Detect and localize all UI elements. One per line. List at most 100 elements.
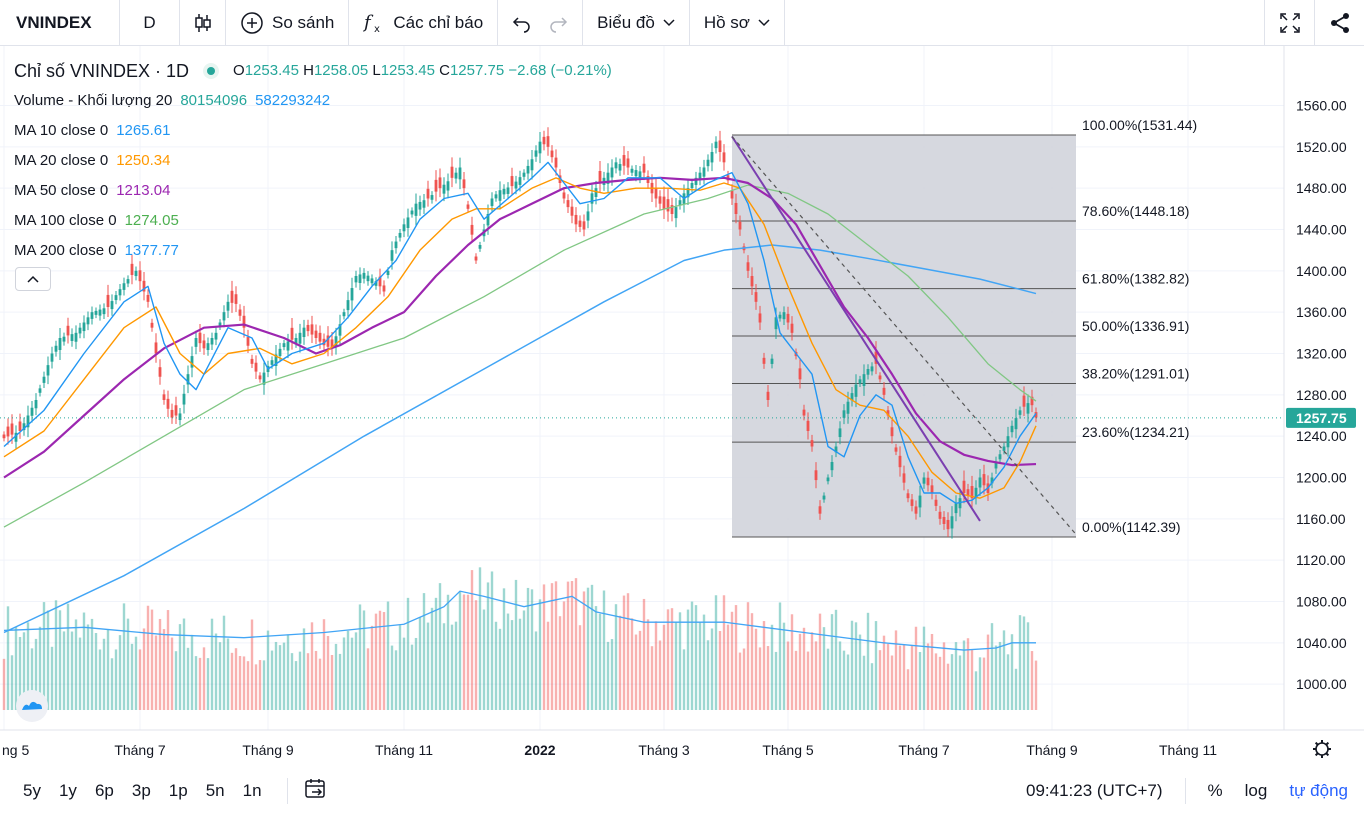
volume-bar: [850, 620, 854, 710]
candle-body: [330, 339, 334, 349]
candle-body: [106, 294, 110, 307]
volume-bar: [794, 650, 798, 710]
legend-volume[interactable]: Volume - Khối lượng 20 80154096 58229324…: [14, 86, 612, 116]
price-tick-label: 1360.00: [1296, 304, 1347, 320]
volume-bar: [1018, 615, 1022, 710]
candle-body: [854, 384, 858, 397]
candle-body: [1030, 396, 1034, 406]
volume-bar: [414, 637, 418, 710]
calendar-arrow-icon: [304, 778, 328, 805]
volume-bar: [322, 619, 326, 710]
range-5d-button[interactable]: 5n: [205, 781, 225, 800]
chart-style-button[interactable]: [180, 0, 226, 45]
legend-collapse-button[interactable]: [15, 267, 51, 291]
range-5y-button[interactable]: 5y: [23, 781, 41, 800]
market-status-dot[interactable]: [203, 63, 220, 79]
volume-bar: [690, 601, 694, 710]
volume-bar: [914, 626, 918, 710]
redo-icon[interactable]: [548, 13, 568, 33]
volume-bar: [702, 614, 706, 710]
undo-icon[interactable]: [512, 13, 532, 33]
volume-bar: [818, 613, 822, 710]
volume-bar: [782, 622, 786, 710]
price-chart[interactable]: 100.00%(1531.44) 78.60%(1448.18) 61.80%(13…: [0, 46, 1364, 766]
volume-bar: [602, 590, 606, 710]
range-buttons: 5y 1y 6p 3p 1p 5n 1n: [0, 781, 271, 801]
volume-bar: [422, 593, 426, 710]
percent-scale-button[interactable]: %: [1207, 781, 1223, 800]
chevron-down-icon: [663, 18, 675, 27]
symbol-search-button[interactable]: VNINDEX: [0, 0, 120, 45]
profile-menu-button[interactable]: Hồ sơ: [690, 0, 785, 45]
ma200-line: [3, 244, 1037, 634]
volume-bar: [418, 617, 422, 710]
candle-body: [798, 368, 802, 380]
volume-bar: [554, 581, 558, 710]
volume-bar: [350, 637, 354, 710]
legend-ma20[interactable]: MA 20 close 0 1250.34: [14, 146, 612, 176]
auto-scale-button[interactable]: tự động: [1289, 781, 1348, 800]
share-button[interactable]: [1314, 0, 1364, 46]
volume-bar: [182, 618, 186, 710]
candle-body: [230, 290, 234, 303]
legend-ma200[interactable]: MA 200 close 0 1377.77: [14, 236, 612, 266]
volume-bar: [194, 656, 198, 710]
volume-bar: [366, 648, 370, 710]
volume-bar: [430, 607, 434, 710]
chart-menu-label: Biểu đồ: [597, 12, 655, 32]
goto-date-button[interactable]: [304, 778, 328, 805]
volume-bar: [622, 595, 626, 710]
volume-bar: [1030, 651, 1034, 710]
fullscreen-button[interactable]: [1264, 0, 1314, 46]
compare-button[interactable]: So sánh: [226, 0, 350, 45]
candle-body: [358, 274, 362, 283]
volume-bar: [14, 626, 18, 710]
log-scale-button[interactable]: log: [1244, 781, 1268, 800]
candle-body: [450, 166, 454, 178]
volume-bar: [926, 643, 930, 710]
candle-body: [402, 224, 406, 232]
volume-bar: [426, 622, 430, 710]
legend-ma10[interactable]: MA 10 close 0 1265.61: [14, 116, 612, 146]
volume-bar: [394, 650, 398, 710]
candle-body: [846, 401, 850, 414]
volume-bar: [514, 579, 518, 710]
legend-main-series[interactable]: Chỉ số VNINDEX · 1D O1253.45 H1258.05 L1…: [14, 56, 612, 86]
legend-ma50[interactable]: MA 50 close 0 1213.04: [14, 176, 612, 206]
volume-bar: [166, 610, 170, 710]
candle-body: [278, 348, 282, 357]
candle-body: [826, 477, 830, 482]
candle-body: [422, 200, 426, 208]
volume-bar: [466, 594, 470, 710]
volume-bar: [2, 658, 6, 710]
candle-body: [514, 181, 518, 189]
volume-bar: [762, 621, 766, 710]
legend-ma100[interactable]: MA 100 close 0 1274.05: [14, 206, 612, 236]
candle-body: [974, 487, 978, 497]
volume-ma-value: 582293242: [255, 92, 331, 109]
candle-body: [434, 179, 438, 192]
candle-body: [566, 200, 570, 208]
volume-bar: [542, 584, 546, 710]
chart-menu-button[interactable]: Biểu đồ: [583, 0, 690, 45]
range-1y-button[interactable]: 1y: [58, 781, 77, 800]
volume-bar: [410, 644, 414, 710]
timezone-button[interactable]: 09:41:23 (UTC+7): [1025, 781, 1163, 800]
settings-gear-icon[interactable]: [1313, 740, 1331, 758]
volume-bar: [726, 624, 730, 710]
candle-body: [178, 413, 182, 421]
range-1m-button[interactable]: 1p: [168, 781, 188, 800]
candle-body: [710, 152, 714, 163]
volume-bar: [1022, 616, 1026, 710]
interval-button[interactable]: D: [120, 0, 180, 45]
candle-body: [926, 477, 930, 486]
volume-bar: [482, 609, 486, 710]
range-3m-button[interactable]: 3p: [131, 781, 151, 800]
range-1d-button[interactable]: 1n: [242, 781, 262, 800]
candle-body: [666, 199, 670, 212]
volume-bar: [154, 635, 158, 710]
volume-bar: [810, 632, 814, 710]
range-6m-button[interactable]: 6p: [94, 781, 114, 800]
candle-body: [934, 499, 938, 506]
